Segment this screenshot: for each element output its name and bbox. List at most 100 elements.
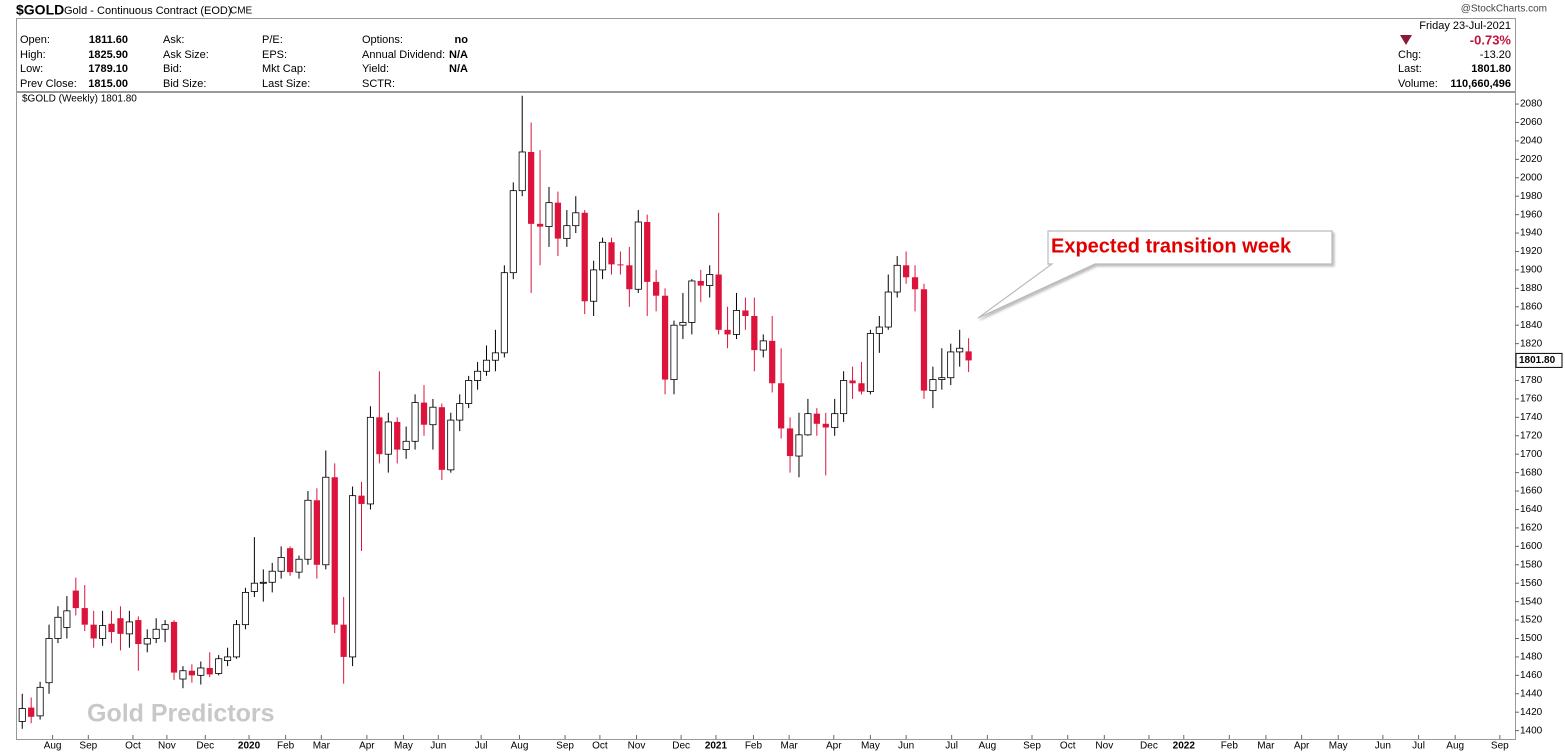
candle-body <box>411 402 419 442</box>
candle-body <box>599 241 607 271</box>
y-tick-label: 1900 <box>1520 265 1543 276</box>
x-tick-label: Feb <box>745 741 763 752</box>
y-tick-label: 1460 <box>1520 670 1543 681</box>
candle-body <box>956 347 964 353</box>
quote-label: EPS: <box>262 49 287 61</box>
x-tick-label: Jun <box>898 741 914 752</box>
candle-body <box>661 295 669 380</box>
quote-value: no <box>455 34 469 46</box>
y-tick-label: 1660 <box>1520 486 1543 497</box>
y-tick-label: 1920 <box>1520 246 1543 257</box>
y-tick-label: 1960 <box>1520 209 1543 220</box>
symbol: $GOLD <box>16 2 64 18</box>
y-tick-label: 1680 <box>1520 467 1543 478</box>
candle-body <box>528 151 535 224</box>
legend-label: $GOLD (Weekly) 1801.80 <box>22 94 137 105</box>
candle-body <box>108 623 115 633</box>
candle-body <box>634 221 642 290</box>
candle-body <box>938 377 946 380</box>
y-tick-label: 1600 <box>1520 541 1543 552</box>
candle-body <box>322 476 330 566</box>
quote-label: P/E: <box>262 34 283 46</box>
candle-body <box>706 274 714 286</box>
candle-body <box>358 495 365 504</box>
candle-body <box>465 380 473 404</box>
candle-body <box>724 329 731 335</box>
candle-body <box>831 413 839 428</box>
candle-body <box>572 212 580 227</box>
candle-body <box>349 495 357 658</box>
quote-label: Low: <box>20 63 43 75</box>
candle-body <box>125 621 133 635</box>
y-tick-label: 2000 <box>1520 172 1543 183</box>
candle-body <box>99 625 107 639</box>
x-tick-label: Nov <box>628 741 646 752</box>
candle-body <box>36 686 44 717</box>
x-tick-label: Apr <box>826 741 842 752</box>
candle-body <box>795 434 803 457</box>
x-tick-label: Sep <box>1023 741 1041 752</box>
x-tick-label: Jun <box>430 741 446 752</box>
candle-body <box>509 190 517 274</box>
candle-body <box>268 570 276 583</box>
candle-body <box>429 406 437 426</box>
candle-body <box>340 624 347 657</box>
x-tick-label: May <box>394 741 413 752</box>
candle-body <box>143 638 151 645</box>
candle-body <box>313 500 320 565</box>
candle-body <box>911 277 919 290</box>
candle-body <box>18 708 26 722</box>
y-tick-label: 1760 <box>1520 394 1543 405</box>
y-tick-label: 1840 <box>1520 320 1543 331</box>
candle-body <box>617 264 624 266</box>
x-tick-label: Jul <box>945 741 958 752</box>
quote-value: 1815.00 <box>88 78 128 90</box>
callout-box <box>977 230 1333 319</box>
candle-body <box>902 265 910 278</box>
candle-body <box>224 656 232 662</box>
x-tick-label: Aug <box>44 741 62 752</box>
y-tick-label: 1520 <box>1520 615 1543 626</box>
candle-body <box>732 310 741 335</box>
candle-body <box>304 499 312 560</box>
candle-body <box>858 383 865 392</box>
candle-body <box>777 383 785 429</box>
y-tick-label: 1780 <box>1520 375 1543 386</box>
x-tick-label: Nov <box>1095 741 1113 752</box>
candle-body <box>259 581 267 584</box>
y-tick-label: 1860 <box>1520 301 1543 312</box>
candle-body <box>679 322 687 326</box>
stat-value: 110,660,496 <box>1450 78 1511 90</box>
x-tick-label: Mar <box>1257 741 1275 752</box>
quote-value: 1811.60 <box>89 34 128 46</box>
x-tick-label: Nov <box>158 741 176 752</box>
candle-body <box>45 638 53 684</box>
candle-body <box>420 402 428 425</box>
x-tick-label: Jun <box>1375 741 1391 752</box>
plot-frame <box>16 92 1516 740</box>
x-tick-label: Oct <box>592 741 608 752</box>
candle-body <box>786 428 794 457</box>
x-tick-label: 2022 <box>1173 741 1196 752</box>
candle-body <box>72 590 79 609</box>
y-tick-label: 2080 <box>1520 99 1543 110</box>
quote-value: N/A <box>449 49 468 61</box>
candle-body <box>804 413 812 436</box>
x-tick-label: Feb <box>1221 741 1239 752</box>
quote-label: Mkt Cap: <box>262 63 306 75</box>
candle-body <box>688 280 696 323</box>
x-tick-label: Dec <box>1140 741 1158 752</box>
quote-label: Open: <box>20 34 50 46</box>
candle-body <box>402 440 410 450</box>
candle-body <box>884 291 892 328</box>
y-tick-label: 1580 <box>1520 559 1543 570</box>
y-tick-label: 1980 <box>1520 191 1543 202</box>
quote-value: 1789.10 <box>88 63 128 75</box>
candle-body <box>697 280 704 286</box>
x-tick-label: Sep <box>556 741 574 752</box>
candle-body <box>206 667 213 675</box>
x-tick-label: Mar <box>313 741 331 752</box>
candle-body <box>518 151 526 192</box>
y-tick-label: 1500 <box>1520 633 1543 644</box>
candle-body <box>608 242 615 265</box>
